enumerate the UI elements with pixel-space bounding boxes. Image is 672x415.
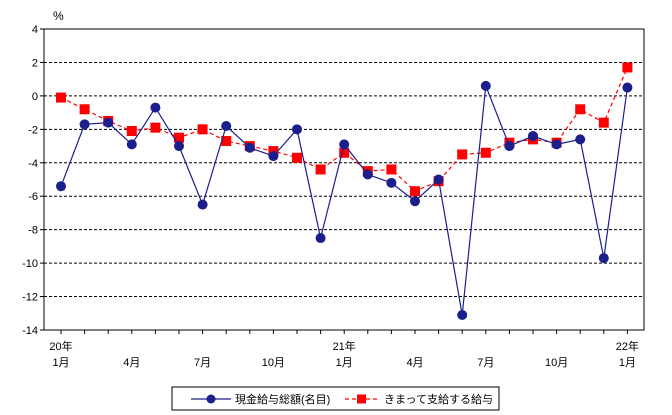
data-point xyxy=(386,164,397,175)
y-tick-label: 4 xyxy=(32,24,38,36)
data-point xyxy=(480,80,491,91)
x-tick-month-label: 7月 xyxy=(194,357,211,369)
data-point xyxy=(79,119,90,130)
y-tick-label: -14 xyxy=(22,325,38,337)
data-point xyxy=(622,62,633,73)
data-point xyxy=(528,131,538,142)
data-point xyxy=(126,139,137,150)
y-axis-unit-label: % xyxy=(53,9,64,23)
data-point xyxy=(598,253,609,264)
data-point xyxy=(410,196,420,207)
legend: 現金給与総額(名目) きまって支給する給与 xyxy=(171,386,500,411)
x-tick-month-label: 4月 xyxy=(406,357,423,369)
data-point xyxy=(150,122,161,133)
data-point xyxy=(480,147,491,158)
x-tick-month-label: 7月 xyxy=(477,357,494,369)
data-point xyxy=(244,142,255,153)
data-point xyxy=(362,169,373,180)
data-point xyxy=(197,199,208,210)
legend-box xyxy=(171,386,500,411)
series-1 xyxy=(56,80,633,320)
data-point xyxy=(410,186,420,197)
legend-item-2: きまって支給する給与 xyxy=(345,392,493,406)
data-point xyxy=(174,141,184,152)
data-point xyxy=(433,174,444,185)
data-point xyxy=(551,139,562,150)
data-point xyxy=(457,309,468,320)
x-tick-month-label: 1月 xyxy=(336,357,353,369)
data-point xyxy=(56,92,66,103)
x-tick-month-label: 10月 xyxy=(262,357,285,369)
data-point xyxy=(315,233,326,244)
data-point xyxy=(315,164,326,175)
legend-label: 現金給与総額(名目) xyxy=(235,392,330,406)
y-tick-label: 0 xyxy=(32,91,38,103)
series-line xyxy=(60,85,628,316)
y-tick-label: -2 xyxy=(28,124,38,136)
x-tick-year-label: 21年 xyxy=(333,339,356,353)
data-point xyxy=(386,177,397,188)
y-tick-label: -8 xyxy=(28,225,38,237)
x-tick-month-label: 1月 xyxy=(619,357,636,369)
y-axis: 4 2 0 -2 -4 -6 -8 -10 -12 -14 xyxy=(22,24,44,337)
data-point xyxy=(622,82,633,93)
x-axis: 20年 1月 4月 7月 10月 21年 1月 4月 7月 10月 22年 1月 xyxy=(49,330,639,369)
data-point xyxy=(575,104,586,115)
y-tick-label: -4 xyxy=(28,158,38,170)
grid-lines xyxy=(44,61,644,298)
legend-label: きまって支給する給与 xyxy=(384,392,493,406)
x-tick-year-label: 22年 xyxy=(616,339,639,353)
data-point xyxy=(174,132,184,143)
data-point xyxy=(79,104,90,115)
data-point xyxy=(504,141,515,152)
data-point xyxy=(575,134,586,145)
data-point xyxy=(268,146,279,157)
legend-marker xyxy=(206,394,216,404)
y-tick-label: -6 xyxy=(28,191,38,203)
data-point xyxy=(221,120,232,131)
data-point xyxy=(268,151,279,162)
x-tick-year-label: 20年 xyxy=(49,339,72,353)
data-point xyxy=(150,102,161,113)
x-tick-month-label: 10月 xyxy=(545,357,568,369)
data-point xyxy=(339,139,350,150)
data-point xyxy=(103,117,114,128)
data-point xyxy=(197,124,208,135)
data-point xyxy=(457,149,468,160)
series-layer xyxy=(56,62,633,320)
x-tick-month-label: 1月 xyxy=(52,357,69,369)
data-point xyxy=(292,152,302,163)
data-point xyxy=(339,147,350,158)
data-point xyxy=(292,124,302,135)
data-point xyxy=(598,117,609,128)
y-tick-label: -12 xyxy=(22,292,38,304)
x-tick-month-label: 4月 xyxy=(123,357,140,369)
legend-item-1: 現金給与総額(名目) xyxy=(191,392,330,406)
data-point xyxy=(56,181,66,192)
data-point xyxy=(126,126,137,137)
data-point xyxy=(221,136,232,147)
legend-marker xyxy=(357,394,366,404)
plot-area-frame xyxy=(43,28,645,331)
y-tick-label: 2 xyxy=(32,57,38,69)
y-tick-label: -10 xyxy=(22,258,38,270)
